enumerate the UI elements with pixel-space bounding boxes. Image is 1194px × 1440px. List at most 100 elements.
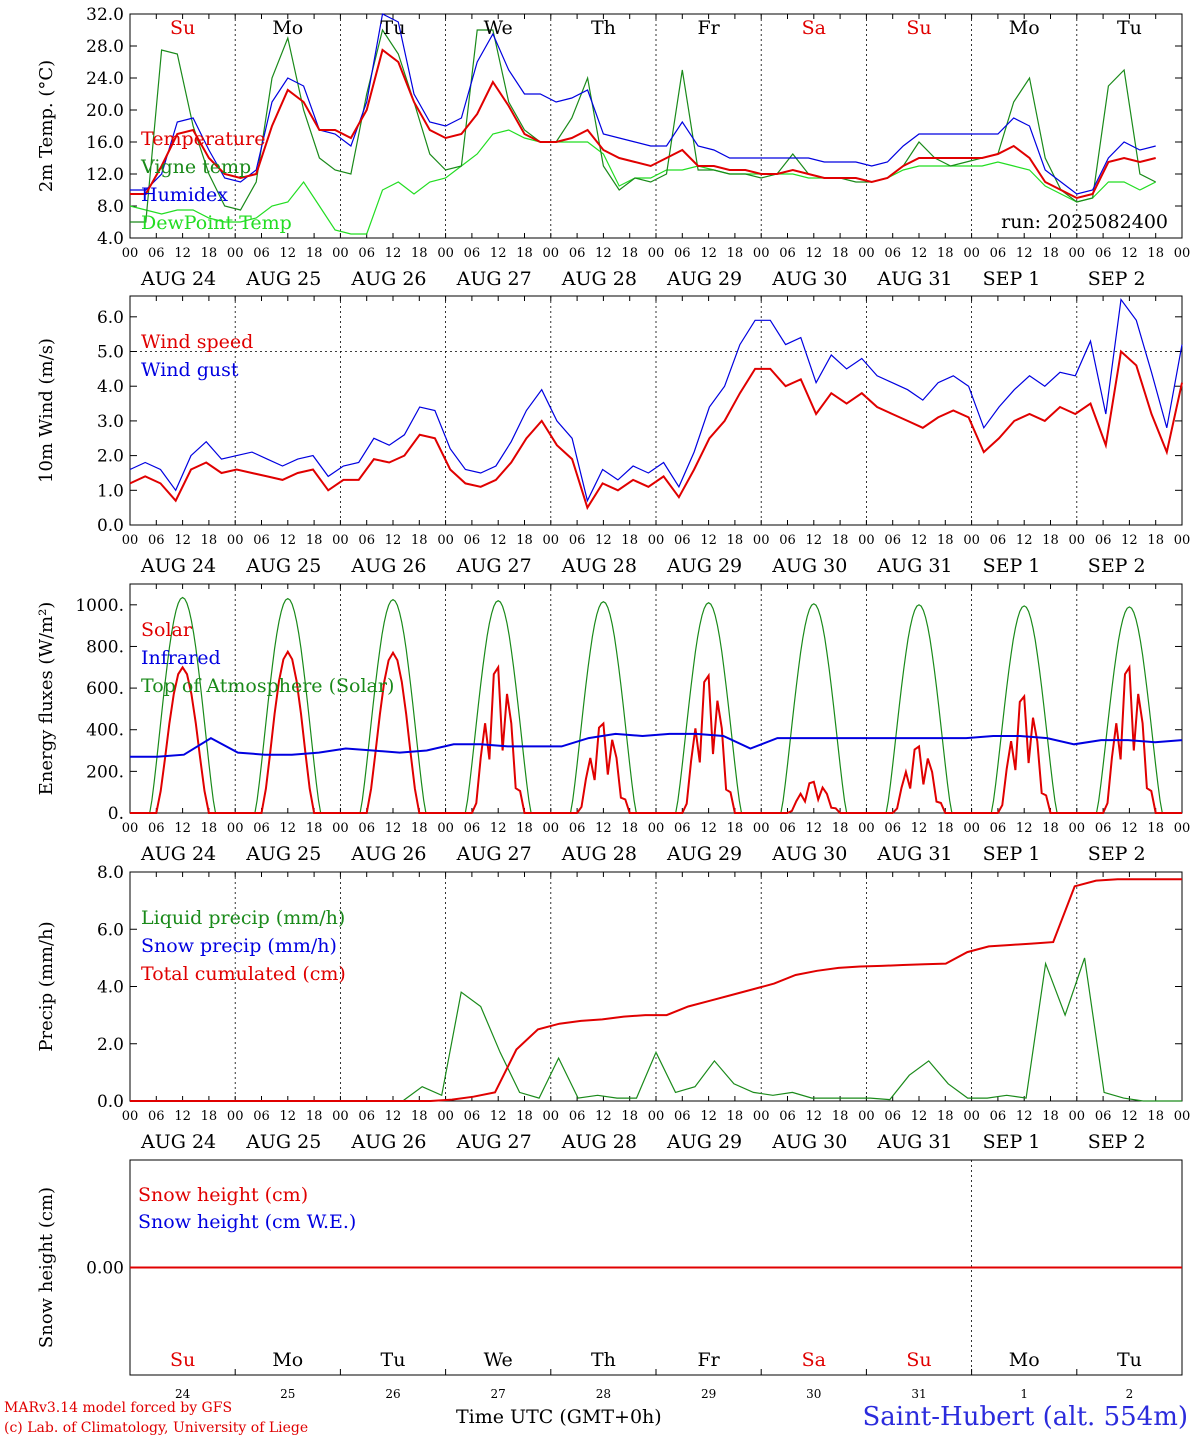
xtick-label: 06 — [990, 821, 1007, 836]
xtick-label: 06 — [253, 821, 270, 836]
date-label: AUG 31 — [876, 1131, 952, 1153]
date-label: AUG 24 — [140, 843, 216, 865]
xtick-label: 00 — [227, 821, 244, 836]
ytick-label: 200. — [86, 762, 124, 782]
weekday-label: Mo — [1009, 17, 1040, 39]
ytick-label: 4.0 — [97, 229, 124, 249]
xtick-label: 18 — [621, 1109, 638, 1124]
date-label: SEP 2 — [1088, 843, 1146, 865]
ytick-label: 600. — [86, 679, 124, 699]
series-line — [129, 129, 1156, 235]
date-label: AUG 25 — [245, 1131, 321, 1153]
day-number: 24 — [175, 1387, 191, 1401]
xtick-label: 06 — [674, 246, 691, 261]
legend-entry: Snow height (cm W.E.) — [138, 1211, 356, 1233]
xtick-label: 06 — [884, 533, 901, 548]
date-label: SEP 1 — [983, 1131, 1041, 1153]
xtick-label: 00 — [753, 1109, 770, 1124]
ytick-label: 20.0 — [86, 101, 124, 121]
xtick-label: 06 — [358, 821, 375, 836]
model-credit: MARv3.14 model forced by GFS — [4, 1400, 233, 1416]
ytick-label: 6.0 — [97, 308, 124, 328]
legend-entry: DewPoint Temp — [141, 212, 292, 234]
weekday-label: Mo — [272, 17, 303, 39]
xtick-label: 18 — [832, 1109, 849, 1124]
date-label: AUG 30 — [771, 843, 847, 865]
ytick-label: 0.0 — [97, 1092, 124, 1112]
xtick-label: 00 — [543, 246, 560, 261]
legend-entry: Wind speed — [141, 331, 253, 353]
date-label: AUG 30 — [771, 268, 847, 290]
legend-entry: Snow precip (mm/h) — [141, 935, 337, 957]
series-line — [130, 878, 1182, 1102]
xtick-label: 12 — [174, 533, 191, 548]
run-label: run: 2025082400 — [1001, 211, 1168, 233]
ytick-label: 400. — [86, 721, 124, 741]
date-label: SEP 2 — [1088, 268, 1146, 290]
xtick-label: 06 — [884, 1109, 901, 1124]
xtick-label: 00 — [437, 821, 454, 836]
series-line — [130, 732, 1183, 758]
xtick-label: 12 — [806, 533, 823, 548]
weekday-label: Su — [170, 17, 195, 39]
xtick-label: 12 — [700, 821, 717, 836]
weekday-label: Tu — [1117, 17, 1142, 39]
ytick-label: 0.0 — [97, 516, 124, 536]
ytick-label: 12.0 — [86, 165, 124, 185]
xtick-label: 00 — [648, 533, 665, 548]
xtick-label: 12 — [385, 533, 402, 548]
xtick-label: 12 — [806, 1109, 823, 1124]
panel-1: 4.0 8.0 12.0 16.0 20.0 24.0 28.0 32.0 2m Temp. (… — [36, 5, 1190, 290]
date-label: AUG 28 — [561, 555, 637, 577]
xtick-label: 06 — [569, 533, 586, 548]
day-number: 29 — [701, 1387, 716, 1401]
xtick-label: 00 — [1174, 533, 1191, 548]
day-number: 1 — [1020, 1387, 1028, 1401]
xtick-label: 06 — [990, 533, 1007, 548]
date-label: AUG 28 — [561, 1131, 637, 1153]
series-line — [130, 28, 1156, 223]
xtick-label: 06 — [464, 533, 481, 548]
xtick-label: 12 — [1016, 533, 1033, 548]
xtick-label: 00 — [753, 246, 770, 261]
weekday-label: Fr — [697, 17, 720, 39]
xtick-label: 00 — [332, 246, 349, 261]
xtick-label: 12 — [280, 821, 297, 836]
day-number: 30 — [806, 1387, 821, 1401]
xtick-label: 06 — [1095, 821, 1112, 836]
weekday-label: Sa — [802, 1349, 826, 1371]
xtick-label: 00 — [858, 246, 875, 261]
xtick-label: 06 — [779, 533, 796, 548]
weekday-label: We — [484, 17, 513, 39]
xtick-label: 12 — [490, 821, 507, 836]
y-axis-label: 10m Wind (m/s) — [36, 338, 57, 483]
ytick-label: 2.0 — [97, 447, 124, 467]
legend-entry: Humidex — [141, 184, 228, 206]
xtick-label: 00 — [543, 1109, 560, 1124]
xtick-label: 18 — [306, 821, 323, 836]
legend-entry: Infrared — [141, 647, 221, 669]
ytick-label: 8.0 — [97, 863, 124, 883]
xtick-label: 12 — [385, 246, 402, 261]
date-label: AUG 29 — [666, 843, 742, 865]
xtick-label: 06 — [464, 246, 481, 261]
xtick-label: 00 — [332, 821, 349, 836]
y-axis-label: Energy fluxes (W/m²) — [36, 602, 57, 796]
xtick-label: 18 — [727, 246, 744, 261]
xtick-label: 06 — [990, 246, 1007, 261]
xtick-label: 12 — [911, 533, 928, 548]
ytick-label: 16.0 — [86, 133, 124, 153]
xtick-label: 18 — [411, 533, 428, 548]
xtick-label: 18 — [937, 821, 954, 836]
date-label: AUG 30 — [771, 1131, 847, 1153]
xtick-label: 00 — [1174, 246, 1191, 261]
day-number: 26 — [385, 1387, 400, 1401]
xtick-label: 00 — [648, 246, 665, 261]
date-label: AUG 26 — [350, 843, 426, 865]
ytick-label: 5.0 — [97, 343, 124, 363]
xtick-label: 12 — [490, 533, 507, 548]
xtick-label: 00 — [648, 821, 665, 836]
xtick-label: 06 — [569, 1109, 586, 1124]
ytick-label: 0.00 — [86, 1259, 124, 1279]
xtick-label: 06 — [779, 821, 796, 836]
